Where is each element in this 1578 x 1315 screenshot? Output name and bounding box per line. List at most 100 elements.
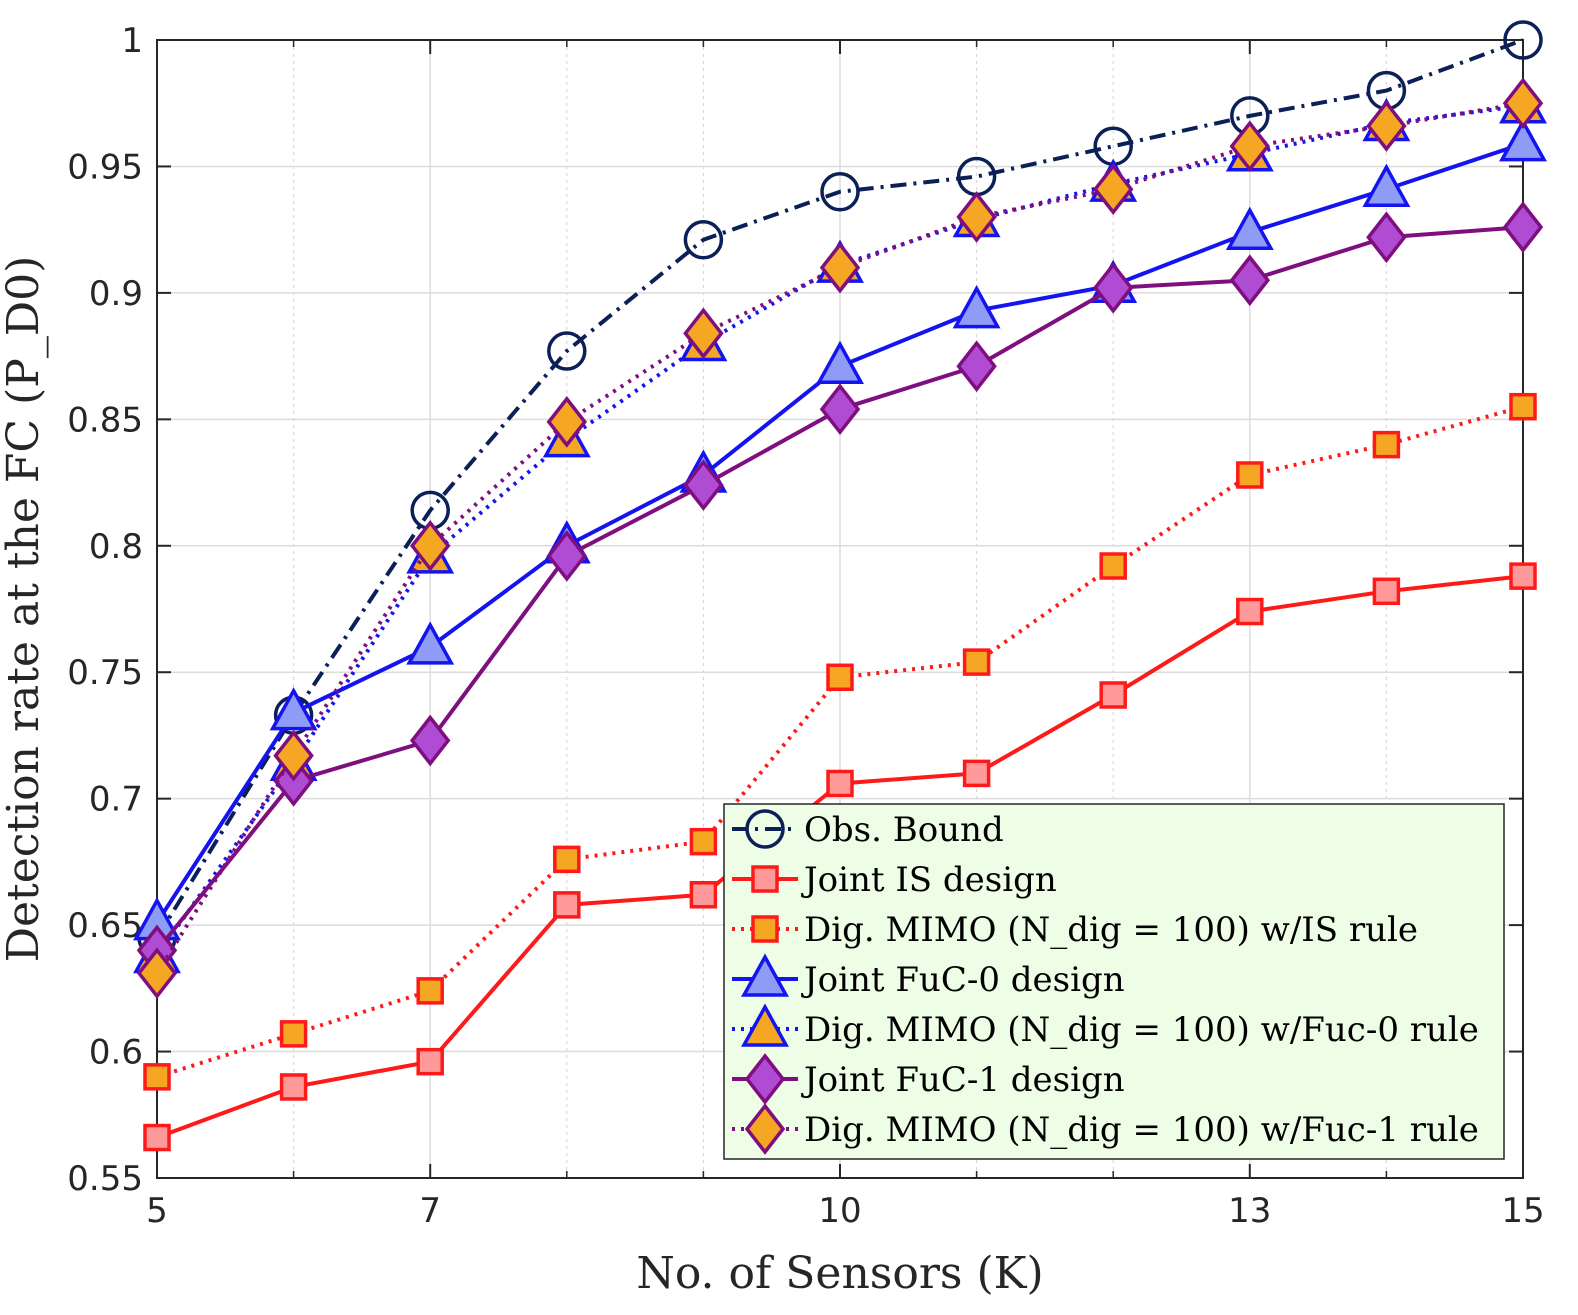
data-point-square (1372, 577, 1401, 606)
data-point-diamond (1502, 77, 1544, 130)
data-point-diamond (744, 1053, 786, 1105)
y-tick-label: 0.7 (89, 780, 143, 820)
data-point-triangle (1362, 163, 1411, 207)
series-line (155, 38, 1524, 939)
data-point-triangle (741, 1003, 789, 1047)
legend-entry-4: Dig. MIMO (N_dig = 100) w/Fuc-0 rule (732, 1003, 1479, 1050)
data-point-diamond (1229, 254, 1271, 307)
legend-box (723, 803, 1505, 1160)
data-point-diamond (683, 307, 724, 360)
x-tick-label: 15 (1501, 1191, 1544, 1231)
axes: 5 7 10 13 15 0.55 0.6 0.65 0.7 0.75 0.8 0.85 0.9 0.95… (67, 21, 1544, 1231)
data-point-square (751, 915, 779, 943)
data-point-circle (1503, 20, 1543, 60)
data-point-circle (745, 809, 785, 849)
data-point-square (143, 1123, 171, 1152)
data-point-square (689, 881, 718, 909)
legend-label: Obs. Bound (804, 810, 1004, 850)
series-1 (143, 562, 1537, 1152)
data-point-square (1236, 461, 1264, 489)
data-point-diamond (683, 459, 724, 511)
data-point-square (751, 865, 779, 893)
data-point-diamond (1366, 211, 1407, 264)
series-2 (143, 392, 1537, 1091)
data-point-square (553, 845, 581, 874)
data-point-diamond (409, 714, 451, 767)
legend-entry-1: Joint IS design (732, 860, 1057, 900)
data-point-triangle (1225, 206, 1274, 250)
x-tick-label: 13 (1228, 1191, 1271, 1231)
y-tick-label: 0.9 (89, 274, 143, 314)
data-point-square (1236, 597, 1264, 626)
data-point-diamond (956, 191, 997, 243)
y-tick-label: 0.85 (67, 400, 143, 440)
y-tick-label: 0.55 (67, 1159, 143, 1199)
data-point-diamond (546, 396, 588, 448)
data-point-triangle (269, 687, 318, 731)
legend: Obs. Bound Joint IS design Dig. MIMO (N_di… (723, 803, 1505, 1160)
y-tick-label: 0.75 (67, 653, 143, 693)
legend-label: Dig. MIMO (N_dig = 100) w/Fuc-0 rule (804, 1010, 1479, 1050)
data-point-square (1099, 681, 1127, 709)
x-axis-label: No. of Sensors (K) (636, 1248, 1043, 1299)
data-point-diamond (546, 530, 588, 582)
x-tick-label: 7 (419, 1191, 441, 1231)
legend-entry-3: Joint FuC-0 design (732, 953, 1125, 1000)
data-point-square (553, 891, 581, 919)
data-point-diamond (819, 241, 861, 294)
legend-entry-2: Dig. MIMO (N_dig = 100) w/IS rule (732, 910, 1418, 950)
y-tick-label: 0.8 (89, 527, 143, 567)
data-point-square (962, 759, 991, 788)
data-point-square (1509, 562, 1537, 590)
data-point-diamond (136, 947, 178, 999)
legend-label: Dig. MIMO (N_dig = 100) w/IS rule (804, 910, 1418, 950)
series-group (133, 20, 1547, 1152)
legend-label: Joint FuC-0 design (801, 960, 1125, 1000)
x-tick-label: 5 (146, 1191, 168, 1231)
data-point-circle (683, 220, 724, 260)
data-point-square (279, 1073, 308, 1101)
legend-label: Joint FuC-1 design (801, 1060, 1125, 1100)
legend-label: Joint IS design (801, 860, 1057, 900)
data-point-triangle (952, 284, 1001, 329)
series-line (155, 103, 1524, 957)
data-point-circle (820, 171, 860, 212)
data-point-diamond (956, 340, 997, 393)
data-point-diamond (1502, 201, 1544, 253)
data-point-diamond (409, 519, 451, 572)
y-axis-label: Detection rate at the FC (P_D0) (0, 256, 49, 963)
data-point-triangle (1499, 118, 1547, 162)
data-point-diamond (273, 729, 314, 782)
series-line (156, 404, 1524, 1079)
series-5 (136, 201, 1544, 977)
data-point-diamond (1366, 100, 1407, 152)
y-tick-label: 0.65 (67, 906, 143, 946)
data-point-diamond (1092, 163, 1134, 216)
legend-entry-6: Dig. MIMO (N_dig = 100) w/Fuc-1 rule (732, 1103, 1479, 1155)
data-point-square (689, 827, 718, 856)
y-tick-label: 0.6 (89, 1033, 143, 1073)
y-tick-label: 0.95 (67, 147, 143, 187)
data-point-diamond (1229, 120, 1271, 173)
data-point-diamond (1092, 261, 1134, 314)
data-point-square (1372, 430, 1401, 459)
y-tick-label: 1 (121, 21, 143, 61)
data-point-square (416, 977, 444, 1005)
x-tick-label: 10 (818, 1191, 861, 1231)
legend-entry-5: Joint FuC-1 design (732, 1053, 1125, 1105)
data-point-square (826, 769, 854, 798)
legend-entry-0: Obs. Bound (732, 809, 1004, 850)
series-line (155, 101, 1524, 975)
data-point-diamond (744, 1103, 786, 1155)
data-point-square (279, 1020, 308, 1048)
data-point-triangle (406, 621, 455, 665)
series-6 (136, 77, 1544, 999)
data-point-square (962, 648, 991, 676)
legend-label: Dig. MIMO (N_dig = 100) w/Fuc-1 rule (804, 1110, 1479, 1150)
data-point-circle (547, 331, 587, 371)
data-point-square (416, 1047, 444, 1076)
data-point-triangle (816, 340, 864, 384)
data-point-square (1099, 552, 1127, 580)
data-point-square (1509, 392, 1537, 421)
